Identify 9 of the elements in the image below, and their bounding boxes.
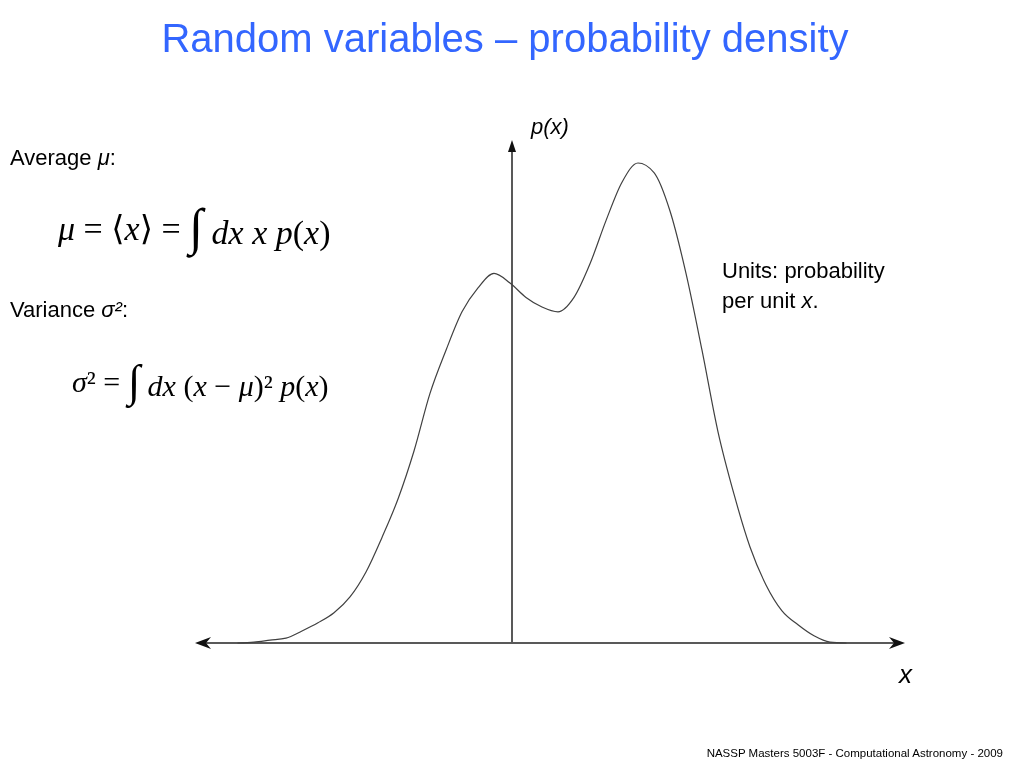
text: σ² = ∫ dx (x − μ)² p(x): [72, 355, 329, 406]
x-axis-title: x: [897, 659, 913, 689]
chart-title: Random variables – probability density: [161, 16, 849, 60]
text: Variance σ²:: [10, 297, 129, 322]
text: Average μ:: [10, 145, 116, 170]
text: Units: probability per unit x.: [722, 258, 885, 313]
y-axis-title: p(x): [530, 114, 569, 139]
text: μ = ⟨x⟩ = ∫ dx x p(x): [58, 199, 331, 256]
text: NASSP Masters 5003F - Computational Astronomy - 2009: [706, 747, 1003, 759]
